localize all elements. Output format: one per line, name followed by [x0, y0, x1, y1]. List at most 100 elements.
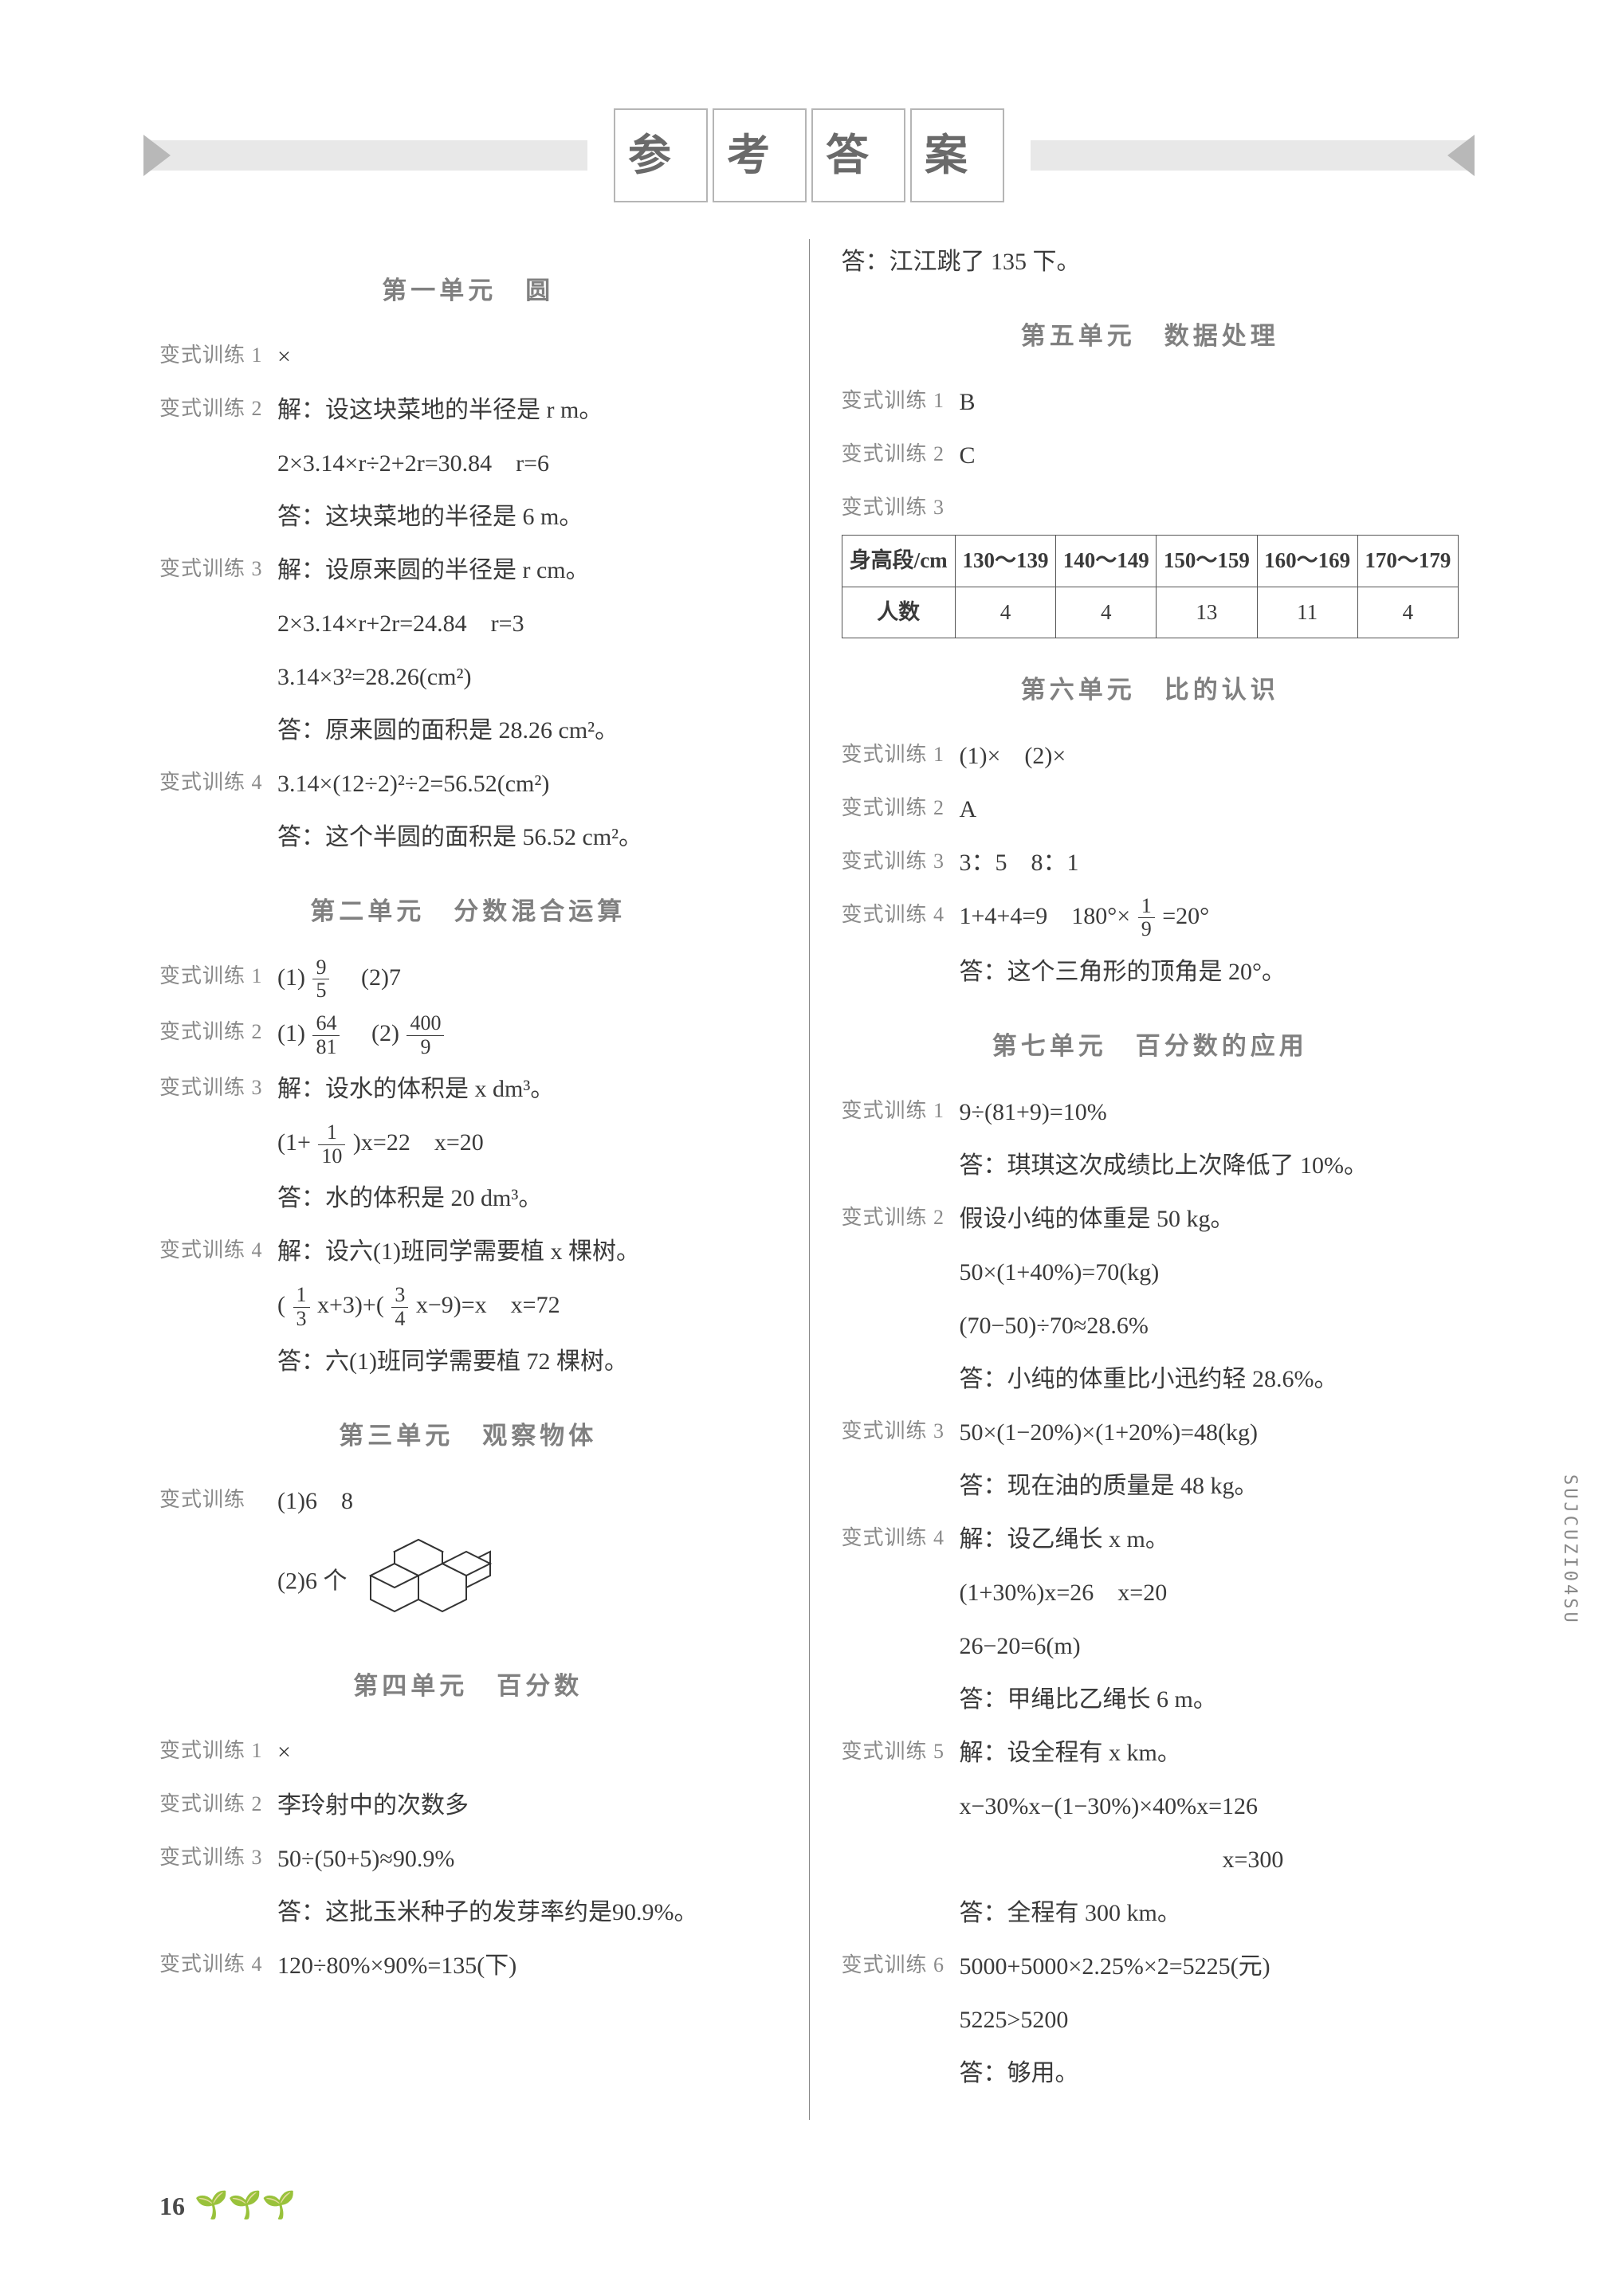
triangle-right-icon: [1447, 135, 1475, 176]
answer-text: 解：设水的体积是 x dm³。: [277, 1066, 777, 1112]
answer-text: C: [960, 433, 1459, 478]
answer-text: 9÷(81+9)=10%: [960, 1089, 1459, 1135]
answer-text: (2)6 个: [277, 1532, 777, 1635]
exercise-label: 变式训练 3: [842, 486, 960, 527]
answer-text: 答：这个半圆的面积是 56.52 cm²。: [277, 814, 777, 860]
fraction: 95: [312, 956, 329, 1003]
unit-heading: 第二单元 分数混合运算: [159, 889, 777, 936]
text: )x=22 x=20: [353, 1129, 484, 1156]
answer-entry: 变式训练 1 ×: [159, 334, 777, 379]
table-header: 140～149: [1056, 536, 1157, 587]
exercise-label: 变式训练 2: [159, 1011, 277, 1051]
answer-text: 50×(1−20%)×(1+20%)=48(kg): [960, 1410, 1459, 1455]
answer-text: 解：设乙绳长 x m。: [960, 1517, 1459, 1562]
answer-text: 3：5 8：1: [960, 840, 1459, 885]
cubes-icon: [363, 1532, 498, 1635]
answer-text: 26−20=6(m): [960, 1623, 1459, 1669]
answer-entry: 变式训练 4 1+4+4=9 180°× 19 =20°: [842, 893, 1459, 941]
answer-text: 解：设六(1)班同学需要植 x 棵树。: [277, 1229, 777, 1274]
exercise-label: 变式训练 1: [842, 733, 960, 774]
fraction: 6481: [312, 1012, 340, 1058]
fraction: 110: [318, 1121, 345, 1168]
answer-entry: 变式训练 2 C: [842, 433, 1459, 478]
answer-text: ×: [277, 1729, 777, 1775]
answer-text: ( 13 x+3)+( 34 x−9)=x x=72: [277, 1282, 777, 1330]
answer-text: A: [960, 787, 1459, 832]
answer-text: 3.14×3²=28.26(cm²): [277, 654, 777, 700]
text: (: [277, 1292, 285, 1318]
table-header: 160～169: [1257, 536, 1357, 587]
exercise-label: 变式训练 4: [842, 893, 960, 934]
answer-text: 答：这块菜地的半径是 6 m。: [277, 494, 777, 540]
table-cell: 4: [1357, 587, 1458, 638]
numerator: 1: [318, 1121, 345, 1145]
denominator: 9: [406, 1036, 444, 1059]
exercise-label: 变式训练 1: [159, 1729, 277, 1770]
answer-text: 2×3.14×r+2r=24.84 r=3: [277, 601, 777, 646]
answer-entry: 变式训练 1 (1)× (2)×: [842, 733, 1459, 779]
answer-entry: 变式训练 2 假设小纯的体重是 50 kg。: [842, 1196, 1459, 1242]
title-char: 案: [910, 108, 1004, 203]
numerator: 9: [312, 956, 329, 980]
answer-entry: 变式训练 4 解：设乙绳长 x m。: [842, 1517, 1459, 1562]
answer-text: (1+ 110 )x=22 x=20: [277, 1120, 777, 1168]
exercise-label: 变式训练 1: [842, 379, 960, 420]
table-header: 身高段/cm: [842, 536, 955, 587]
exercise-label: 变式训练 3: [842, 1410, 960, 1450]
fraction: 13: [293, 1284, 310, 1330]
unit-heading: 第一单元 圆: [159, 268, 777, 315]
page-number-value: 16: [159, 2182, 185, 2231]
answer-text: (70−50)÷70≈28.6%: [960, 1303, 1459, 1348]
answer-text: 答：够用。: [960, 2051, 1459, 2096]
unit-heading: 第六单元 比的认识: [842, 667, 1459, 714]
answer-text: 答：琪琪这次成绩比上次降低了 10%。: [960, 1143, 1459, 1188]
answer-entry: 变式训练 4 3.14×(12÷2)²÷2=56.52(cm²): [159, 761, 777, 807]
answer-text: 答：六(1)班同学需要植 72 棵树。: [277, 1339, 777, 1384]
exercise-label: 变式训练 1: [159, 955, 277, 995]
content-columns: 第一单元 圆 变式训练 1 × 变式训练 2 解：设这块菜地的半径是 r m。 …: [143, 239, 1475, 2120]
answer-entry: 变式训练 2 A: [842, 787, 1459, 832]
answer-text: (1) 95 (2)7: [277, 955, 777, 1003]
answer-entry: 变式训练 2 解：设这块菜地的半径是 r m。: [159, 387, 777, 433]
table-cell: 4: [1056, 587, 1157, 638]
table-row-label: 人数: [842, 587, 955, 638]
answer-entry: 变式训练 3 解：设水的体积是 x dm³。: [159, 1066, 777, 1112]
side-code: SUJCUZI04SU: [1553, 1474, 1586, 1626]
answer-entry: 变式训练 2 李玲射中的次数多: [159, 1783, 777, 1828]
fraction: 34: [391, 1284, 408, 1330]
answer-text: 5000+5000×2.25%×2=5225(元): [960, 1944, 1459, 1989]
exercise-label: 变式训练 2: [842, 787, 960, 827]
answer-text: 1+4+4=9 180°× 19 =20°: [960, 893, 1459, 941]
answer-text: 答：原来圆的面积是 28.26 cm²。: [277, 708, 777, 753]
text: (1+: [277, 1129, 311, 1156]
answer-text: 答：甲绳比乙绳长 6 m。: [960, 1677, 1459, 1722]
answer-entry: 变式训练 1 ×: [159, 1729, 777, 1775]
exercise-label: 变式训练 1: [159, 334, 277, 375]
text: 1+4+4=9 180°×: [960, 903, 1131, 929]
unit-heading: 第三单元 观察物体: [159, 1413, 777, 1460]
answer-text: 120÷80%×90%=135(下): [277, 1943, 777, 1988]
height-table: 身高段/cm 130～139 140～149 150～159 160～169 1…: [842, 535, 1459, 638]
answer-text: x=300: [960, 1837, 1459, 1882]
numerator: 64: [312, 1012, 340, 1036]
numerator: 3: [391, 1284, 408, 1308]
exercise-label: 变式训练 5: [842, 1730, 960, 1771]
fraction: 4009: [406, 1012, 444, 1058]
answer-entry: 变式训练 1 B: [842, 379, 1459, 425]
exercise-label: 变式训练 2: [159, 1783, 277, 1823]
exercise-label: 变式训练 4: [159, 761, 277, 802]
exercise-label: 变式训练 4: [159, 1943, 277, 1984]
numerator: 1: [1138, 895, 1155, 919]
table-header: 170～179: [1357, 536, 1458, 587]
answer-text: 2×3.14×r÷2+2r=30.84 r=6: [277, 441, 777, 486]
answer-text: B: [960, 379, 1459, 425]
table-row: 身高段/cm 130～139 140～149 150～159 160～169 1…: [842, 536, 1459, 587]
answer-text: 解：设全程有 x km。: [960, 1730, 1459, 1776]
triangle-left-icon: [143, 135, 171, 176]
denominator: 10: [318, 1145, 345, 1168]
answer-entry: 变式训练 3 3：5 8：1: [842, 840, 1459, 885]
denominator: 4: [391, 1308, 408, 1331]
numerator: 400: [406, 1012, 444, 1036]
denominator: 5: [312, 979, 329, 1003]
page-title: 参考答案: [587, 108, 1031, 203]
